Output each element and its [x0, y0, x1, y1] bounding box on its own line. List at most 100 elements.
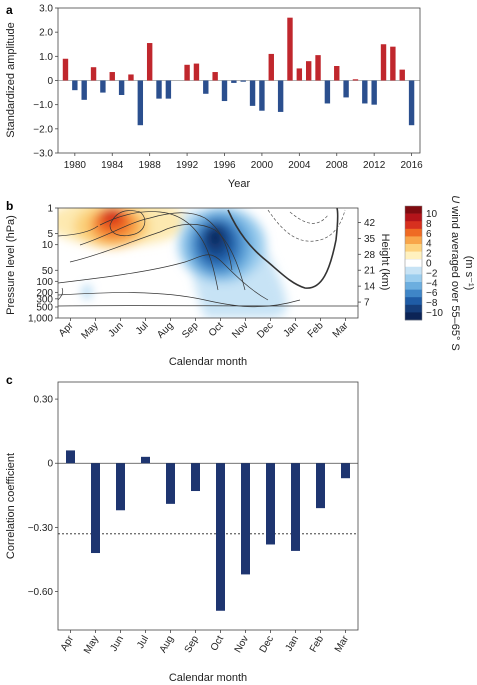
ytick-right-label: 28 [364, 250, 376, 261]
panel-b-ylabel-right: Height (km) [379, 234, 391, 291]
panel-a-ylabel: Standardized amplitude [5, 22, 17, 138]
panel-c-letter: c [6, 373, 13, 387]
panel-c-frame [57, 381, 359, 631]
ytick-label: 1,000 [28, 314, 53, 325]
bar-2014 [390, 46, 396, 81]
bar-1995 [212, 72, 218, 81]
colorbar-units: (m s⁻¹) [463, 256, 475, 291]
bar-2003 [287, 17, 293, 81]
xtick-label: 2000 [251, 160, 274, 171]
xtick-label: Feb [306, 320, 326, 340]
colorbar-cell [405, 221, 422, 230]
xtick-label: 1996 [213, 160, 236, 171]
panel-c-xlabel: Calendar month [169, 672, 247, 684]
panel-c-yticks: 0.30 0 −0.30 −0.60 [28, 395, 58, 598]
panel-b-yticks-right: 42 35 28 21 14 7 [358, 218, 376, 309]
xtick-label: Jul [135, 634, 151, 651]
xtick-label: Aug [158, 634, 176, 655]
panel-c-ylabel: Correlation coefficient [5, 453, 17, 559]
ytick-label: 500 [36, 302, 53, 313]
ytick-right-label: 14 [364, 282, 376, 293]
colorbar-cell [405, 251, 422, 260]
bar-2001 [268, 53, 274, 81]
bar-2013 [380, 44, 387, 81]
panel-b-field [58, 208, 358, 318]
colorbar-title-var: U [449, 195, 461, 203]
xtick-label: 1988 [139, 160, 162, 171]
xtick-label: 1980 [64, 160, 87, 171]
bar-2000 [259, 80, 265, 111]
ytick-label: 10 [42, 240, 54, 251]
colorbar-cell [404, 259, 423, 268]
bar-2007 [324, 80, 331, 104]
bar-1987 [137, 80, 144, 126]
xtick-label: Feb [308, 634, 326, 655]
ytick-right-label: 42 [364, 218, 376, 229]
colorbar-tick-label: 6 [426, 229, 432, 240]
xtick-label: Mar [333, 633, 351, 654]
bar-2016 [408, 80, 415, 126]
bar-2002 [277, 80, 284, 112]
xtick-label: Aug [155, 320, 175, 340]
bar-oct [216, 463, 225, 611]
xtick-label: Oct [209, 634, 226, 653]
xtick-label: Oct [207, 320, 226, 339]
bar-1990 [165, 80, 172, 99]
panel-a-xticks: 1980 1984 1988 1992 1996 2000 2004 2008 2012 2016 [64, 153, 423, 171]
xtick-label: Mar [331, 320, 351, 340]
colorbar-cell [405, 266, 422, 275]
bar-1981 [81, 80, 87, 100]
bar-1988 [146, 43, 153, 81]
xtick-label: May [79, 320, 100, 341]
bar-2012 [371, 80, 377, 105]
panel-b-dashed-contours [267, 209, 346, 242]
panel-b-ylabel: Pressure level (hPa) [5, 215, 17, 315]
colorbar-cell [405, 228, 422, 237]
bar-sep [191, 463, 200, 492]
xtick-label: 2016 [400, 160, 423, 171]
bar-1989 [156, 80, 162, 99]
ytick-label: −0.60 [28, 587, 54, 598]
bar-may [91, 463, 100, 554]
xtick-label: 2008 [326, 160, 349, 171]
bar-nov [241, 463, 250, 575]
colorbar-cell [405, 297, 422, 306]
panel-c-lines [58, 462, 358, 535]
colorbar-cell [405, 274, 422, 283]
bar-apr [66, 450, 75, 464]
bar-feb [316, 463, 325, 509]
colorbar-cell [405, 236, 422, 245]
ytick-label: 1 [47, 204, 53, 215]
ytick-label: 0 [47, 459, 53, 470]
colorbar-tick-label: 8 [426, 219, 432, 230]
panel-b-warm-lobe [58, 208, 188, 248]
bar-1997 [231, 80, 237, 83]
bar-dec [266, 463, 275, 545]
bar-1998 [240, 80, 246, 82]
xtick-label: Apr [59, 633, 77, 653]
xtick-label: Dec [258, 634, 276, 655]
panel-a-yticks: 3.0 2.0 1.0 0 −1.0 −2.0 −3.0 [33, 4, 58, 160]
panel-b-contours [58, 210, 358, 308]
colorbar-tick-label: −6 [426, 288, 438, 299]
ytick-right-label: 35 [364, 234, 376, 245]
xtick-label: 1984 [101, 160, 124, 171]
panel-b-letter: b [6, 199, 13, 213]
xtick-label: Dec [255, 320, 275, 340]
xtick-label: May [82, 634, 101, 656]
colorbar-tick-label: −10 [426, 308, 443, 319]
xtick-label: Nov [233, 634, 251, 655]
colorbar-tick-label: 2 [426, 249, 432, 260]
bar-1994 [203, 80, 209, 94]
ytick-label: 50 [42, 266, 54, 277]
bar-1982 [90, 67, 97, 81]
bar-aug [166, 463, 175, 504]
colorbar-title: U wind averaged over 55–65° S [449, 195, 461, 350]
xtick-label: Apr [57, 320, 76, 339]
bar-2004 [296, 68, 303, 81]
xtick-label: Nov [230, 320, 250, 340]
bar-2008 [334, 66, 340, 81]
bar-1993 [193, 63, 200, 81]
